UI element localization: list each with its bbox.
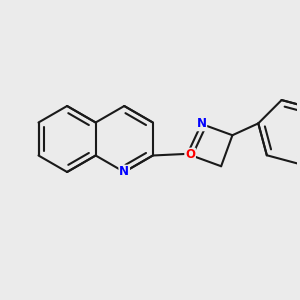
Text: N: N xyxy=(119,166,129,178)
Text: O: O xyxy=(185,148,195,161)
Text: N: N xyxy=(196,117,206,130)
